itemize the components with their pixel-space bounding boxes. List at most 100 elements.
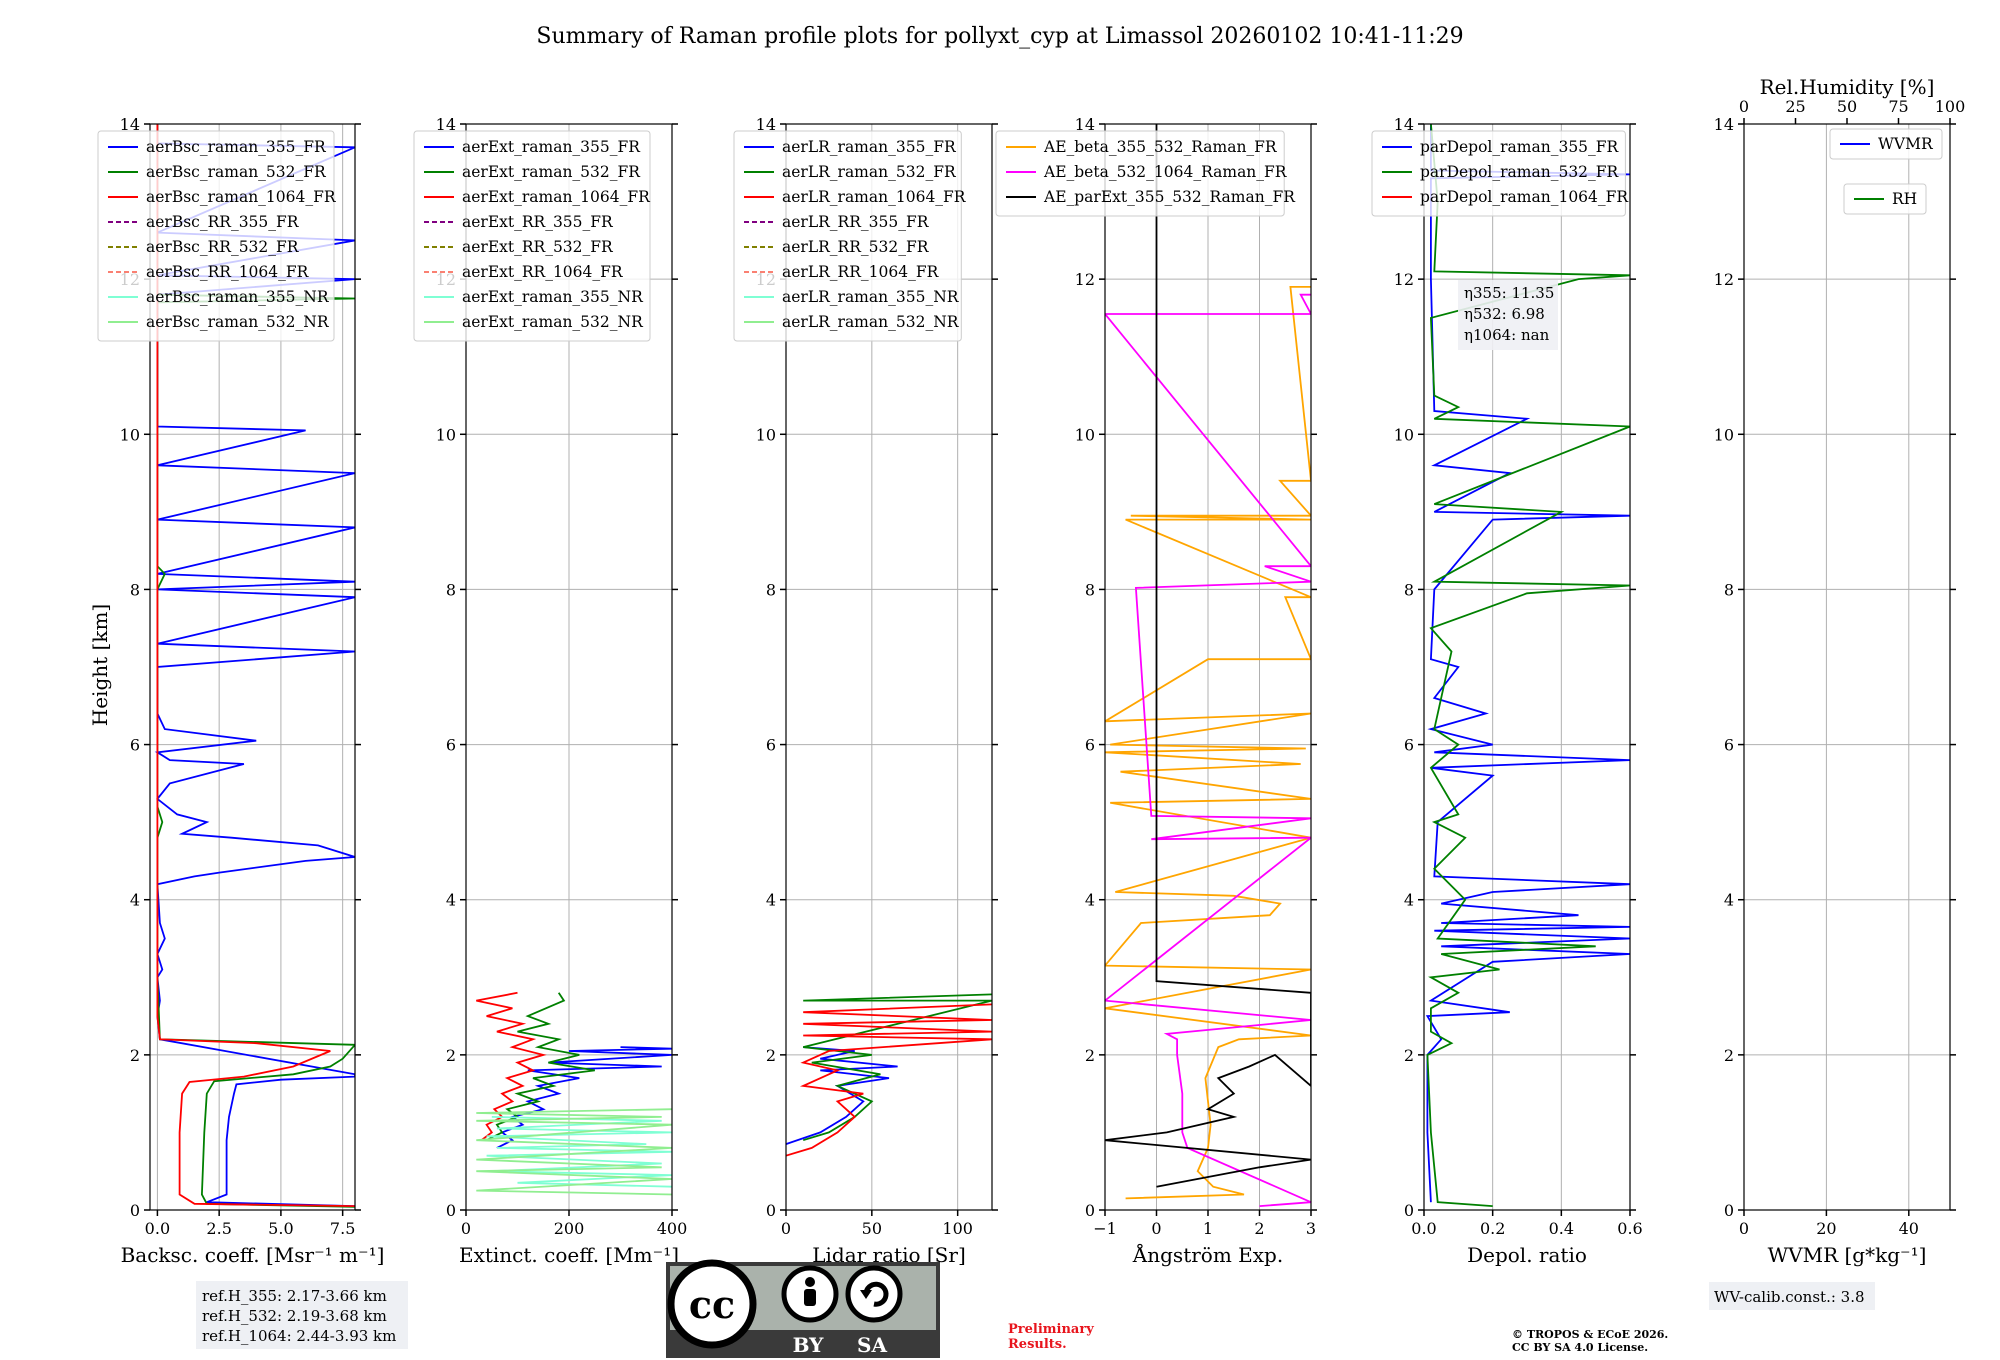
y-tick-label: 10 (1075, 425, 1095, 444)
legend-entry-aerBsc_raman_532_FR: aerBsc_raman_532_FR (146, 163, 327, 181)
y-tick-label: 10 (756, 425, 776, 444)
legend-entry-aerBsc_RR_1064_FR: aerBsc_RR_1064_FR (146, 263, 310, 281)
legend-entry-aerExt_raman_532_FR: aerExt_raman_532_FR (462, 163, 641, 181)
y-tick-label: 0 (130, 1201, 140, 1220)
x-tick-label: 0 (1739, 1219, 1749, 1238)
copyright-line-2: CC BY SA 4.0 License. (1512, 1341, 1648, 1354)
reference-height-box: ref.H_355: 2.17-3.66 km ref.H_532: 2.19-… (196, 1281, 408, 1349)
x-tick-label: 7.5 (330, 1219, 355, 1238)
y-tick-label: 6 (446, 736, 456, 755)
x-axis-label: Extinct. coeff. [Mm⁻¹] (459, 1243, 679, 1267)
y-tick-label: 10 (120, 425, 140, 444)
series-line-aerExt_raman_355_NR (486, 1116, 672, 1188)
y-tick-label: 14 (1394, 115, 1414, 134)
x-tick-label: 0 (461, 1219, 471, 1238)
series-group (476, 991, 672, 1196)
x-tick-label: 50 (862, 1219, 882, 1238)
y-tick-label: 0 (1404, 1201, 1414, 1220)
legend-entry-aerLR_RR_532_FR: aerLR_RR_532_FR (782, 238, 930, 256)
x-tick-label: 40 (1899, 1219, 1919, 1238)
legend-entry-parDepol_raman_1064_FR: parDepol_raman_1064_FR (1420, 188, 1629, 206)
legend-entry-aerExt_RR_355_FR: aerExt_RR_355_FR (462, 213, 614, 231)
y-tick-label: 14 (120, 115, 140, 134)
legend-entry-aerLR_raman_532_FR: aerLR_raman_532_FR (782, 163, 957, 181)
series-group (154, 124, 355, 1208)
y-tick-label: 8 (766, 580, 776, 599)
x-tick-label: 0.2 (1480, 1219, 1505, 1238)
person-head-icon (805, 1277, 815, 1287)
series-group (1105, 124, 1311, 1207)
legend-entry-AE_beta_355_532_Raman_FR: AE_beta_355_532_Raman_FR (1043, 138, 1278, 156)
legend-box (97, 130, 335, 342)
y-tick-label: 14 (1714, 115, 1734, 134)
y-tick-label: 8 (1404, 580, 1414, 599)
legend-entry-aerExt_raman_355_NR: aerExt_raman_355_NR (462, 288, 644, 306)
person-body-icon (804, 1289, 816, 1306)
legend-entry-RH: RH (1892, 190, 1917, 208)
ref-line-355: ref.H_355: 2.17-3.66 km (202, 1287, 387, 1305)
x-axis-label: Depol. ratio (1467, 1243, 1587, 1267)
series-line-aerExt_raman_1064_FR (476, 991, 547, 1141)
legend-entry-aerBsc_raman_1064_FR: aerBsc_raman_1064_FR (146, 188, 337, 206)
x2-tick-label: 100 (1935, 97, 1966, 116)
x-tick-label: 2 (1254, 1219, 1264, 1238)
figure-title: Summary of Raman profile plots for polly… (536, 24, 1463, 49)
y-tick-label: 2 (1404, 1046, 1414, 1065)
series-line-aerBsc_raman_1064_FR (156, 124, 355, 1207)
legend-entry-parDepol_raman_532_FR: parDepol_raman_532_FR (1420, 163, 1620, 181)
ref-line-1064: ref.H_1064: 2.44-3.93 km (202, 1327, 396, 1345)
legend-entry-WVMR: WVMR (1878, 135, 1934, 153)
series-group (786, 993, 992, 1157)
y-tick-label: 6 (766, 736, 776, 755)
series-group (1425, 124, 1630, 1207)
x-axis-label: Backsc. coeff. [Msr⁻¹ m⁻¹] (121, 1243, 385, 1267)
axes-frame (149, 123, 356, 1211)
legend-entry-aerBsc_raman_355_NR: aerBsc_raman_355_NR (146, 288, 330, 306)
y-tick-label: 4 (446, 891, 456, 910)
panel-depolarization: 0 2 4 6 8 10 12 14 0.0 0.2 0.4 0.6 Depol. ratio parDe… (1371, 115, 1643, 1267)
x-tick-label: 0 (781, 1219, 791, 1238)
y-tick-label: 4 (1085, 891, 1095, 910)
legend-entry-aerLR_raman_355_NR: aerLR_raman_355_NR (782, 288, 960, 306)
copyright-line-1: © TROPOS & ECoE 2026. (1512, 1328, 1668, 1341)
series-line-AE_beta_532_1064_Raman_FR (1105, 293, 1311, 1207)
y-tick-label: 4 (1404, 891, 1414, 910)
y-tick-label: 10 (1714, 425, 1734, 444)
legend-box (1843, 183, 1927, 215)
legend-box (733, 130, 962, 342)
x-axis-label: Ångström Exp. (1132, 1242, 1283, 1267)
legend-entry-aerLR_RR_355_FR: aerLR_RR_355_FR (782, 213, 930, 231)
preliminary-line-2: Results. (1008, 1337, 1067, 1352)
legend-entry-aerLR_raman_532_NR: aerLR_raman_532_NR (782, 313, 960, 331)
axes-frame (1423, 123, 1631, 1211)
legend-entry-aerLR_raman_355_FR: aerLR_raman_355_FR (782, 138, 957, 156)
annotation-line: η355: 11.35 (1464, 284, 1554, 302)
y-tick-label: 12 (1075, 270, 1095, 289)
x2-tick-label: 75 (1888, 97, 1908, 116)
legend-entry-AE_beta_532_1064_Raman_FR: AE_beta_532_1064_Raman_FR (1043, 163, 1288, 181)
cc-logo-icon (667, 1259, 757, 1349)
legend-box (995, 130, 1285, 217)
y-tick-label: 6 (130, 736, 140, 755)
annotation-line: η532: 6.98 (1464, 305, 1545, 323)
wv-calibration-box: WV-calib.const.: 3.8 (1709, 1282, 1875, 1310)
y-tick-label: 0 (1724, 1201, 1734, 1220)
legend-box (1829, 128, 1943, 160)
y-tick-label: 14 (436, 115, 456, 134)
license-badge: cc BY SA (666, 1259, 940, 1358)
legend-entry-aerExt_RR_532_FR: aerExt_RR_532_FR (462, 238, 614, 256)
y-tick-label: 2 (1085, 1046, 1095, 1065)
y-tick-label: 14 (756, 115, 776, 134)
legend-entry-aerLR_RR_1064_FR: aerLR_RR_1064_FR (782, 263, 940, 281)
x2-tick-label: 25 (1785, 97, 1805, 116)
legend-entry-AE_parExt_355_532_Raman_FR: AE_parExt_355_532_Raman_FR (1043, 188, 1296, 206)
x-tick-label: 1 (1203, 1219, 1213, 1238)
y-tick-label: 12 (1714, 270, 1734, 289)
x-tick-label: 0.0 (145, 1219, 170, 1238)
x2-tick-label: 50 (1837, 97, 1857, 116)
wv-calibration-text: WV-calib.const.: 3.8 (1714, 1288, 1865, 1306)
series-line-aerLR_raman_532_FR (802, 993, 992, 1142)
x-tick-label: 2.5 (206, 1219, 231, 1238)
y-tick-label: 2 (1724, 1046, 1734, 1065)
